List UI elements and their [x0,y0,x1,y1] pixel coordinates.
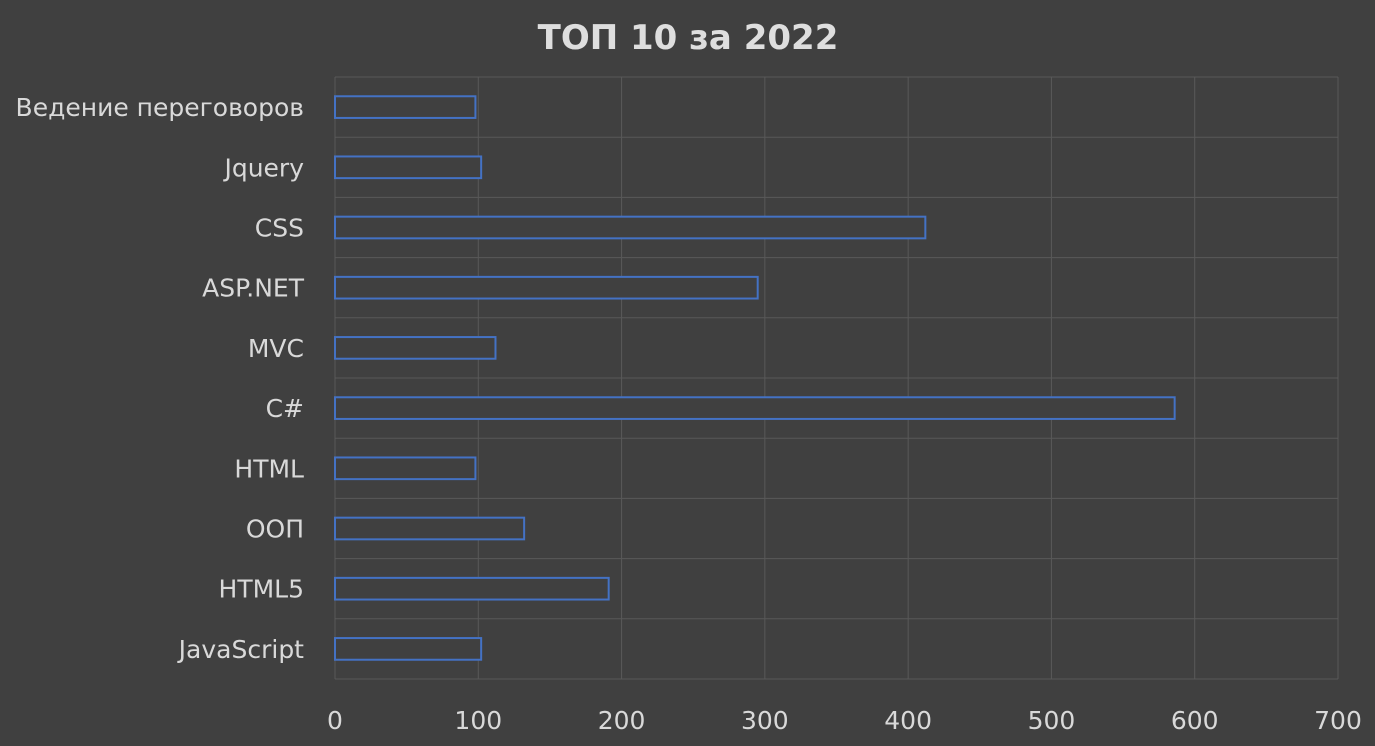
category-label: HTML5 [219,575,304,604]
category-label: HTML [234,454,304,483]
bar-1 [334,155,483,180]
bar-3 [334,275,759,300]
category-label: ООП [246,515,304,544]
category-labels: Ведение переговоров Jquery CSS ASP.NET MVC C#… [16,93,305,664]
bars [334,95,1176,661]
bar-9 [334,637,483,661]
grid-lines [334,76,1339,680]
category-label: Jquery [222,153,304,182]
x-tick-label: 700 [1314,706,1362,735]
x-tick-labels: 0 100 200 300 400 500 600 700 [327,706,1362,735]
x-tick-label: 400 [884,706,932,735]
category-label: ASP.NET [202,274,305,303]
bar-5 [334,396,1176,420]
x-tick-label: 100 [454,706,502,735]
x-tick-label: 0 [327,706,343,735]
bar-2 [334,215,927,240]
bar-7 [334,516,526,541]
category-label: CSS [255,214,304,243]
chart-title: ТОП 10 за 2022 [538,18,839,58]
bar-8 [334,576,610,601]
category-label: C# [266,394,304,423]
x-tick-label: 300 [741,706,789,735]
x-tick-label: 200 [598,706,646,735]
bar-6 [334,456,477,481]
x-tick-label: 600 [1171,706,1219,735]
category-label: JavaScript [177,635,305,664]
category-label: MVC [248,334,304,363]
bar-0 [334,95,477,119]
bar-4 [334,336,497,360]
category-label: Ведение переговоров [16,93,304,122]
x-tick-label: 500 [1028,706,1076,735]
